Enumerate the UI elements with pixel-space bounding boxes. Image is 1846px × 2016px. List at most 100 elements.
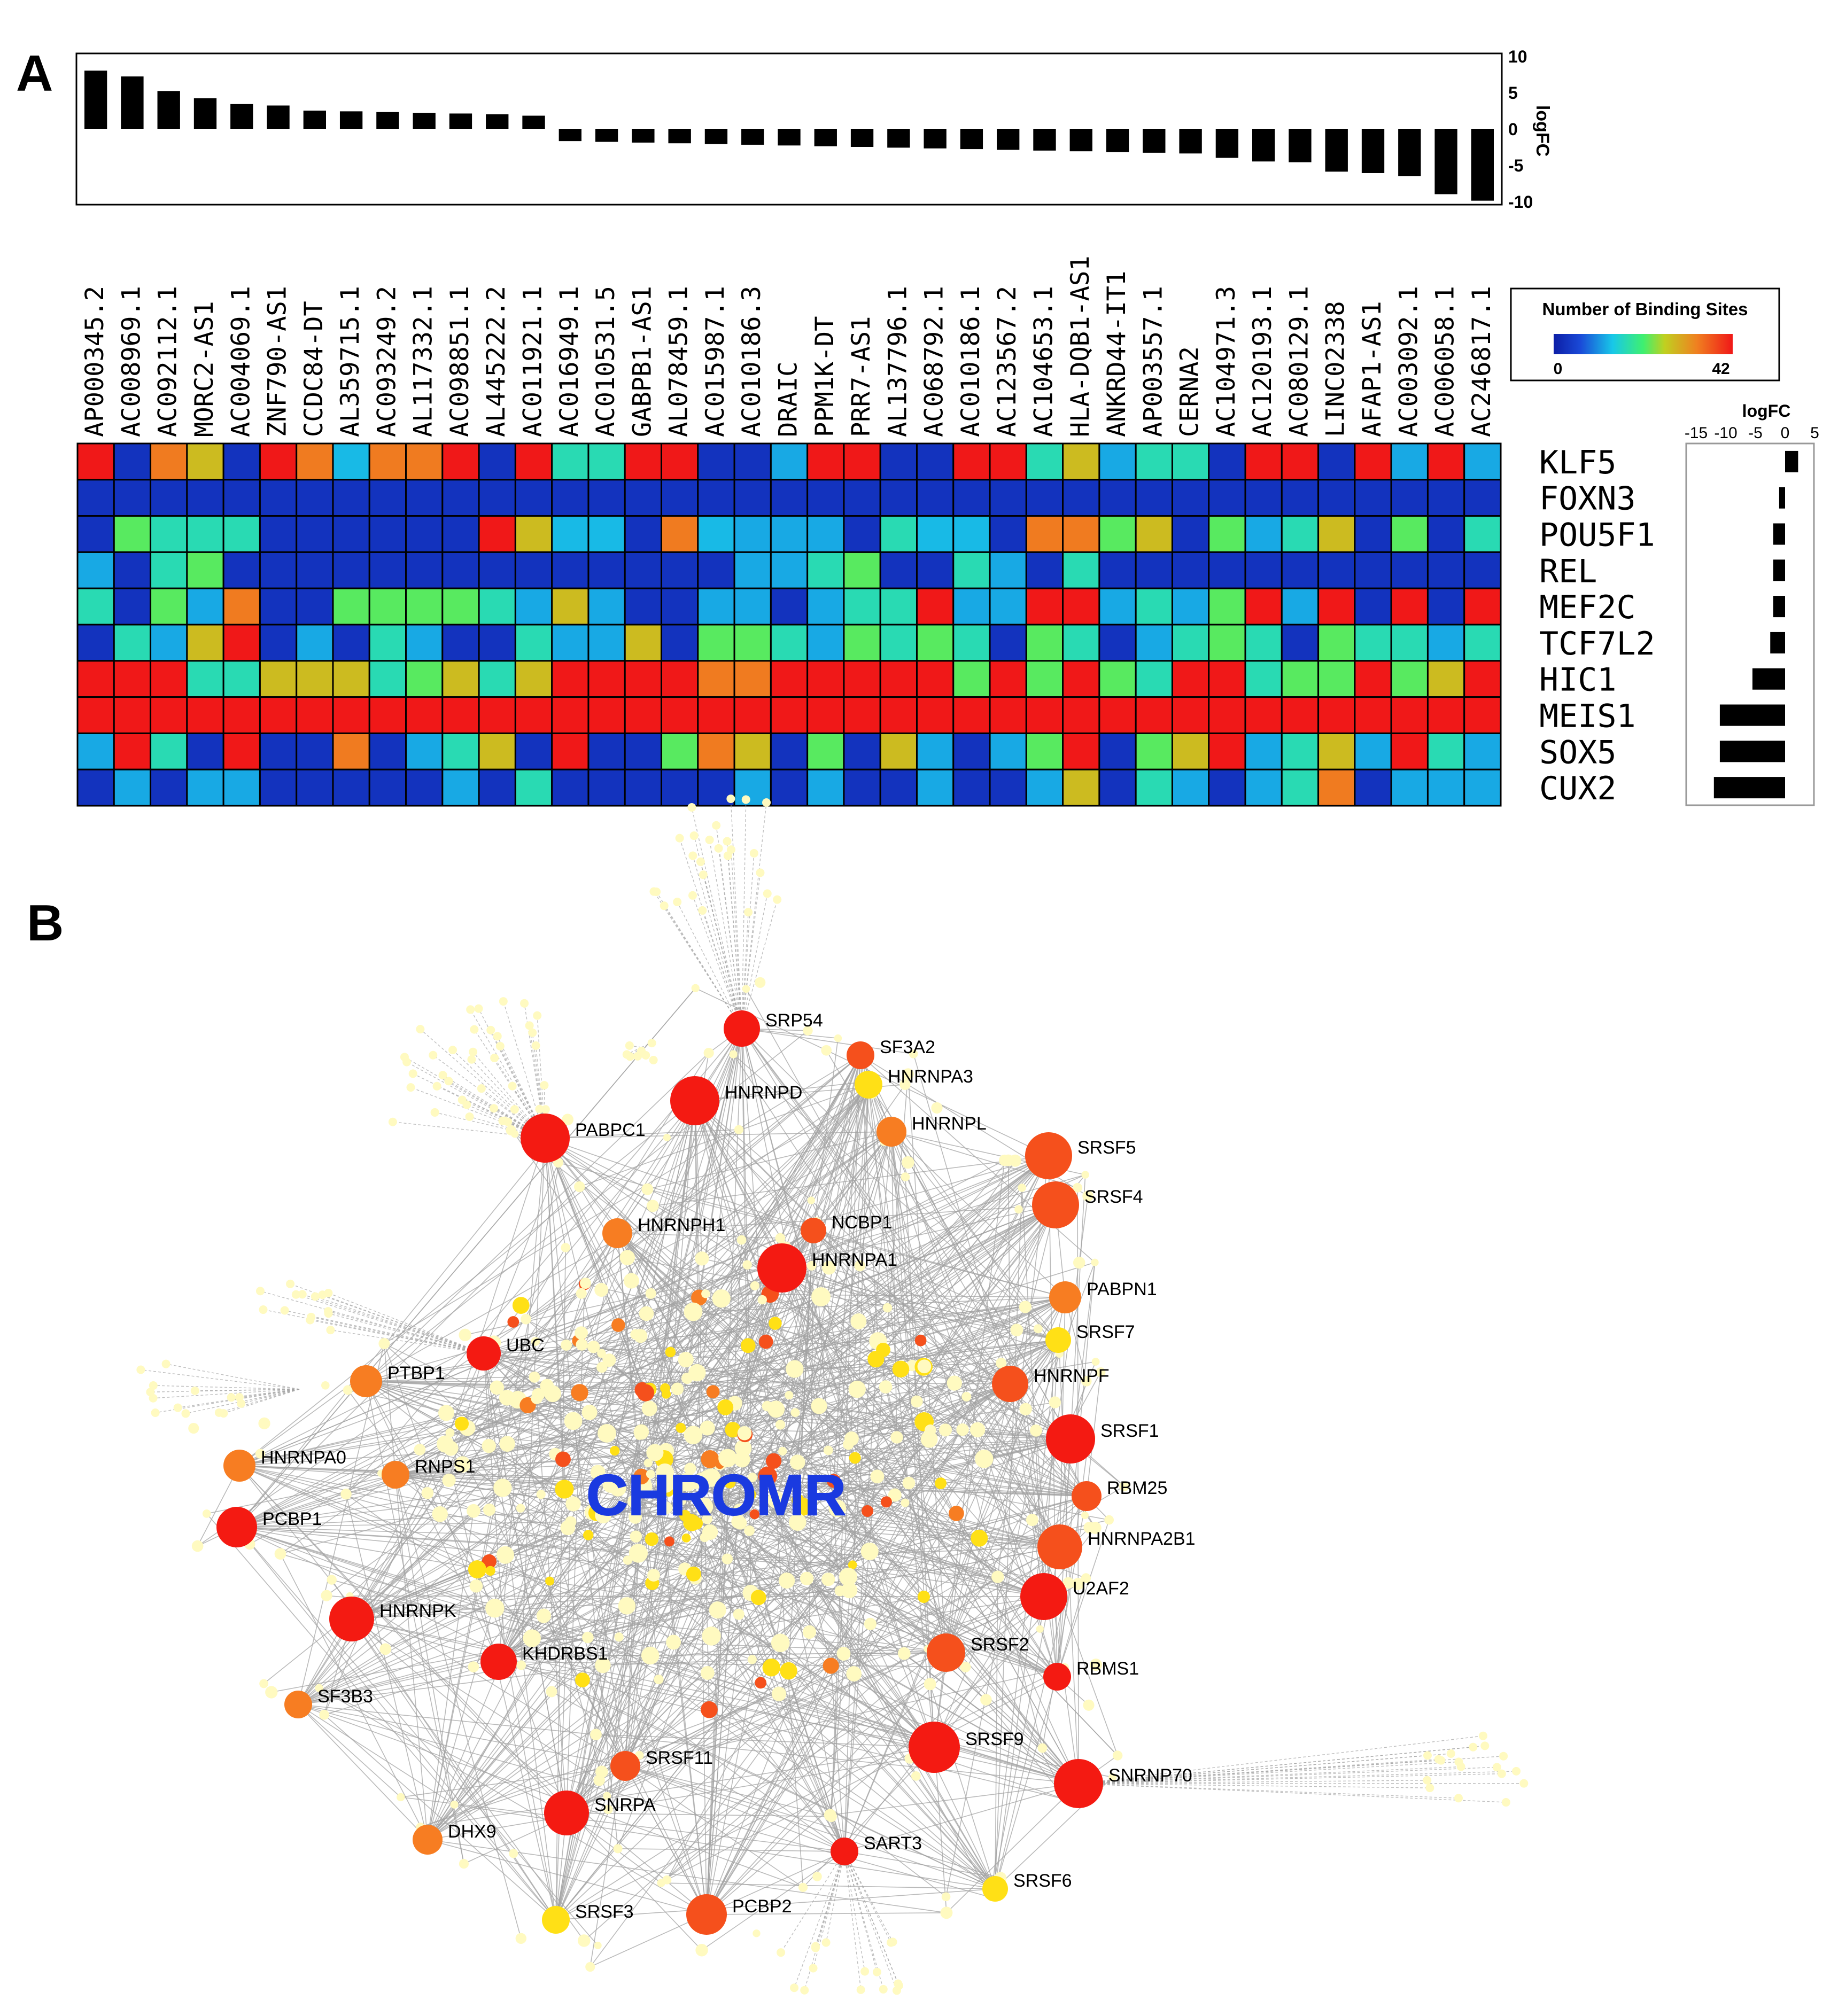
network-edge — [451, 1447, 935, 1748]
gene-column-labels: AP000345.2 AC008969.1 AC092112.1 MORC2-AS1 A… — [80, 255, 1496, 437]
gene-column-label: HLA-DQB1-AS1 — [1066, 255, 1095, 437]
network-small-node — [785, 1391, 794, 1400]
network-edge — [653, 1155, 1049, 1207]
network-small-node — [758, 1334, 773, 1349]
network-edge — [239, 1412, 590, 1466]
heatmap-cell — [733, 515, 772, 553]
network-edge — [625, 1765, 845, 1852]
heatmap-cell — [478, 442, 516, 481]
network-leaf-node — [151, 1408, 160, 1417]
heatmap-cell — [1062, 696, 1100, 734]
network-node-label: PABPN1 — [1087, 1279, 1157, 1299]
binding-sites-heatmap — [76, 442, 1502, 807]
tf-row-label: FOXN3 — [1539, 480, 1636, 518]
network-leaf-node — [773, 895, 782, 904]
network-edge — [946, 1783, 1079, 1913]
network-leaf-node — [432, 1081, 441, 1091]
heatmap-cell — [1025, 732, 1064, 770]
network-edge — [555, 1485, 677, 1920]
network-small-node — [343, 1385, 353, 1395]
network-small-node — [924, 1424, 936, 1436]
gene-column-label: ANKRD44-IT1 — [1102, 271, 1131, 437]
heatmap-cell — [478, 732, 516, 770]
network-small-node — [511, 1130, 519, 1138]
network-small-node — [641, 1400, 657, 1416]
right-bar — [1770, 632, 1785, 653]
network-small-node — [482, 1554, 497, 1569]
network-small-node — [725, 1422, 741, 1438]
network-edge — [995, 1583, 1069, 1889]
network-small-node — [450, 1800, 459, 1809]
heatmap-cell — [697, 660, 735, 698]
heatmap-cell — [1354, 732, 1392, 770]
heatmap-cell — [1463, 442, 1502, 481]
network-edge — [555, 1795, 608, 1920]
top-bar — [486, 114, 509, 129]
network-leaf-node — [675, 834, 684, 843]
heatmap-cell — [441, 624, 480, 662]
network-small-node — [717, 1399, 734, 1415]
heatmap-cell — [1062, 515, 1100, 553]
heatmap-cell — [478, 768, 516, 807]
network-small-node — [991, 1570, 1004, 1583]
network-leaf-node — [525, 1021, 534, 1030]
heatmap-cell — [113, 624, 152, 662]
heatmap-cell — [806, 587, 845, 626]
network-edge — [490, 1570, 556, 1920]
network-edge — [153, 1389, 300, 1399]
heatmap-cell — [1171, 479, 1210, 517]
network-hub-node — [467, 1336, 501, 1371]
heatmap-cell — [843, 732, 881, 770]
heatmap-cell — [150, 551, 188, 589]
network-small-node — [841, 1582, 858, 1599]
heatmap-cell — [879, 442, 918, 481]
network-small-node — [1062, 1577, 1074, 1589]
network-small-node — [821, 1045, 832, 1056]
network-edge — [661, 1882, 996, 1889]
network-edge — [844, 1073, 909, 1852]
network-small-node — [771, 1686, 787, 1701]
heatmap-cell — [697, 696, 735, 734]
network-small-node — [1081, 1171, 1089, 1179]
heatmap-cell — [259, 624, 298, 662]
network-edge — [239, 1389, 300, 1398]
network-leaf-node — [291, 1290, 300, 1299]
network-small-node — [499, 1436, 515, 1452]
network-edge — [579, 1084, 869, 1187]
network-hub-node — [831, 1838, 858, 1865]
heatmap-cell — [1171, 696, 1210, 734]
network-edge — [483, 1353, 789, 1396]
network-small-node — [523, 1629, 541, 1647]
top-logfc-bar-chart: 10 5 0 -5 -10 logFC — [75, 47, 1553, 212]
network-edge — [236, 1344, 567, 1528]
network-small-node — [757, 1295, 767, 1305]
network-small-node — [836, 1647, 851, 1661]
network-edge — [298, 1704, 401, 1798]
heatmap-cell — [916, 515, 955, 553]
network-edge — [236, 1264, 748, 1528]
network-edge — [664, 1028, 742, 1389]
network-node-label: SRP54 — [765, 1010, 823, 1031]
network-edge — [395, 1361, 1096, 1475]
network-hub-node — [610, 1751, 640, 1781]
heatmap-cell — [259, 479, 298, 517]
network-node-label: HNRNPA1 — [812, 1250, 897, 1270]
heatmap-cell — [1244, 732, 1283, 770]
network-edge — [701, 1851, 845, 1951]
heatmap-cell — [733, 587, 772, 626]
network-edge — [844, 1851, 862, 1990]
heatmap-cell — [661, 551, 699, 589]
network-small-node — [1091, 1358, 1100, 1366]
network-hub-node — [544, 1791, 589, 1835]
network-small-node — [746, 1489, 757, 1500]
network-edge — [298, 1519, 1110, 1705]
network-edge — [786, 1580, 1058, 1677]
heatmap-cell — [1135, 768, 1173, 807]
heatmap-cell — [879, 479, 918, 517]
network-leaf-node — [388, 1117, 397, 1126]
network-leaf-node — [652, 887, 661, 896]
network-hub-node — [480, 1644, 517, 1680]
network-leaf-node — [1469, 1742, 1478, 1752]
network-node-label: RBMS1 — [1076, 1659, 1139, 1679]
gene-column-label: AC120193.1 — [1248, 286, 1277, 437]
